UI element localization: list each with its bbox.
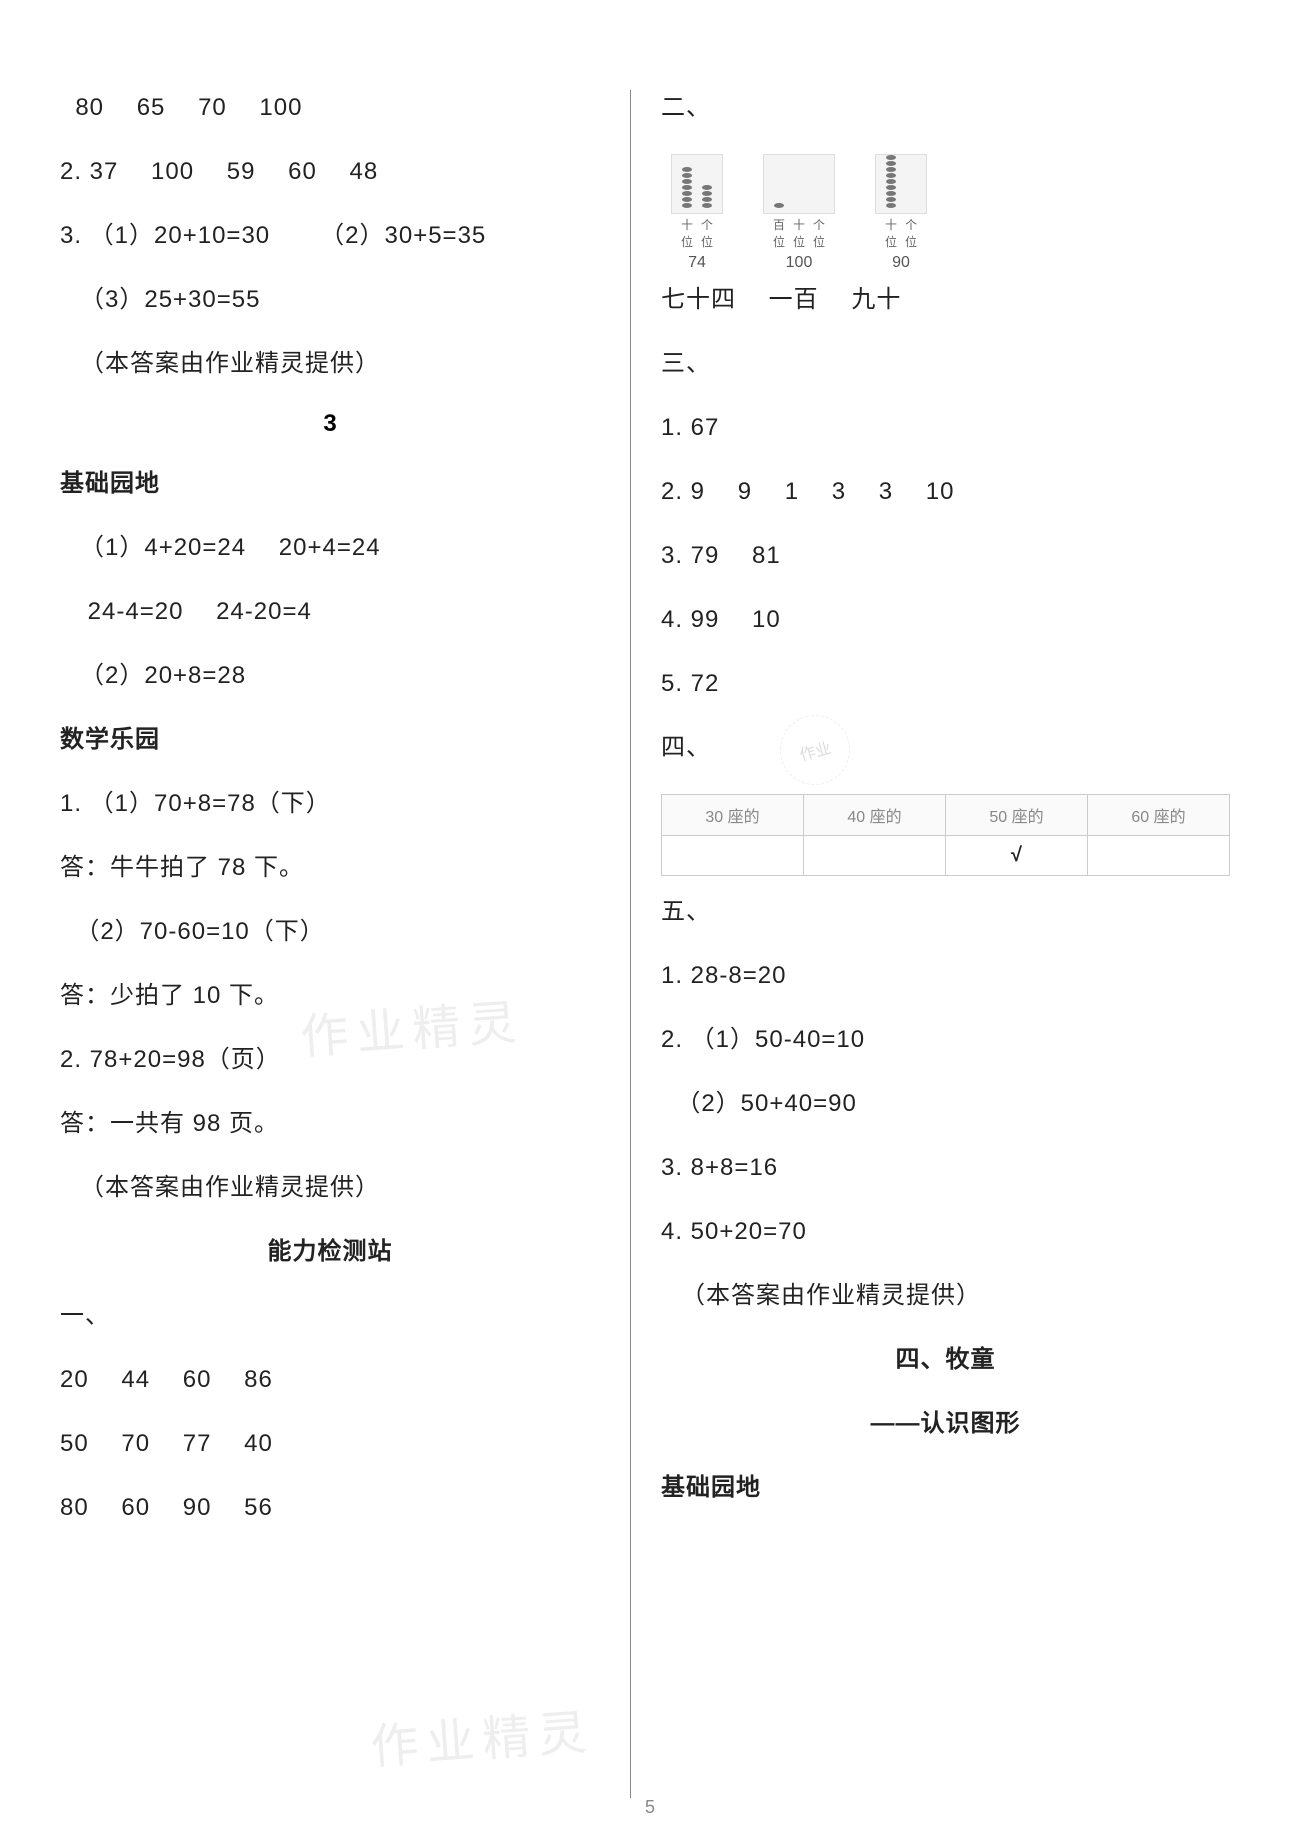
heading-herdsboy: 四、牧童 [661,1342,1230,1378]
text-line: 3. 79 81 [661,538,1230,574]
section-label: 二、 [661,90,1230,126]
text-line: 4. 99 10 [661,602,1230,638]
chinese-numbers-line: 七十四 一百 九十 [661,282,1230,318]
heading-shapes: ——认识图形 [661,1406,1230,1442]
text-line: 2. 9 9 1 3 3 10 [661,474,1230,510]
seat-value [1088,836,1230,876]
heading-ability-test: 能力检测站 [60,1234,600,1270]
heading-math-park: 数学乐园 [60,722,600,758]
heading-basic-garden-2: 基础园地 [661,1470,1230,1506]
seat-header: 50 座的 [946,795,1088,836]
text-line: 1. （1）70+8=78（下） [60,786,600,822]
credit-line: （本答案由作业精灵提供） [60,346,600,382]
page-number: 5 [645,1797,655,1818]
text-line: 1. 28-8=20 [661,958,1230,994]
seat-value [804,836,946,876]
text-line: （3）25+30=55 [60,282,600,318]
seat-value [662,836,804,876]
abacus-item: 十位个位90 [875,154,927,272]
text-line: 5. 72 [661,666,1230,702]
seat-header: 30 座的 [662,795,804,836]
answer-line: 答：牛牛拍了 78 下。 [60,850,600,886]
credit-line: （本答案由作业精灵提供） [60,1170,600,1206]
seat-value: √ [946,836,1088,876]
page-container: 80 65 70 100 2. 37 100 59 60 48 3. （1）20… [0,0,1300,1838]
text-line: 4. 50+20=70 [661,1214,1230,1250]
text-line: 80 65 70 100 [60,90,600,126]
text-line: 3. 8+8=16 [661,1150,1230,1186]
left-column: 80 65 70 100 2. 37 100 59 60 48 3. （1）20… [60,90,630,1798]
text-line: 2. 37 100 59 60 48 [60,154,600,190]
text-line: 1. 67 [661,410,1230,446]
text-line: （2）70-60=10（下） [60,914,600,950]
abacus-item: 百位十位个位100 [763,154,835,272]
section-label: 一、 [60,1298,600,1334]
text-line: 80 60 90 56 [60,1490,600,1526]
text-line: 24-4=20 24-20=4 [60,594,600,630]
answer-line: 答：少拍了 10 下。 [60,978,600,1014]
section-label: 五、 [661,894,1230,930]
text-line: 20 44 60 86 [60,1362,600,1398]
seat-header: 40 座的 [804,795,946,836]
text-line: 2. 78+20=98（页） [60,1042,600,1078]
section-label: 三、 [661,346,1230,382]
section-number: 3 [60,410,600,438]
credit-line: （本答案由作业精灵提供） [661,1278,1230,1314]
text-line: （2）50+40=90 [661,1086,1230,1122]
text-line: 3. （1）20+10=30 （2）30+5=35 [60,218,600,254]
text-line: 50 70 77 40 [60,1426,600,1462]
text-line: 2. （1）50-40=10 [661,1022,1230,1058]
right-column: 二、 十位个位74 百位十位个位100 十位个位90 七十四 一百 九十 三、 1.… [630,90,1230,1798]
abacus-item: 十位个位74 [671,154,723,272]
text-line: （2）20+8=28 [60,658,600,694]
section-label: 四、 [661,730,1230,766]
abacus-row: 十位个位74 百位十位个位100 十位个位90 [661,154,1230,272]
seat-table: 30 座的40 座的50 座的60 座的√ [661,794,1230,876]
text-line: （1）4+20=24 20+4=24 [60,530,600,566]
heading-basic-garden: 基础园地 [60,466,600,502]
seat-header: 60 座的 [1088,795,1230,836]
answer-line: 答：一共有 98 页。 [60,1106,600,1142]
